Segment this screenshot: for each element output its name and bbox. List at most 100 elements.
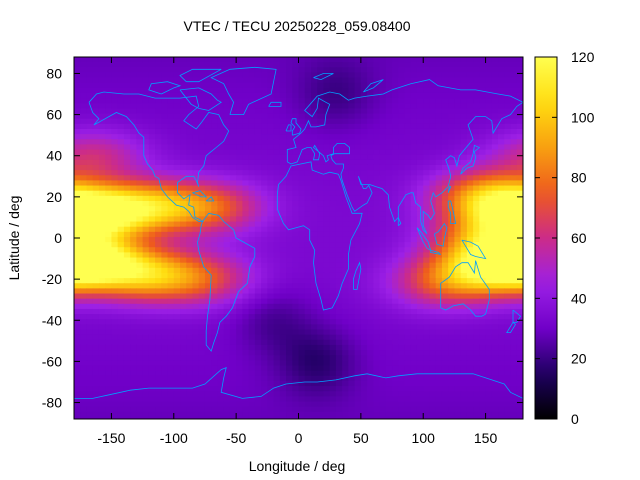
- heatmap-cell: [466, 82, 474, 89]
- heatmap-cell: [404, 391, 412, 397]
- heatmap-cell: [466, 67, 474, 74]
- heatmap-cell: [454, 67, 462, 74]
- heatmap-cell: [435, 149, 443, 156]
- heatmap-cell: [105, 288, 113, 295]
- heatmap-cell: [435, 288, 443, 295]
- heatmap-cell: [360, 195, 368, 202]
- heatmap-cell: [485, 180, 493, 187]
- heatmap-cell: [98, 396, 106, 403]
- heatmap-cell: [261, 283, 268, 289]
- heatmap-cell: [186, 344, 194, 351]
- heatmap-cell: [173, 221, 181, 228]
- heatmap-cell: [404, 370, 412, 377]
- heatmap-cell: [398, 375, 406, 382]
- heatmap-cell: [310, 62, 318, 68]
- heatmap-cell: [310, 406, 318, 413]
- heatmap-cell: [198, 72, 206, 79]
- heatmap-cell: [317, 67, 325, 74]
- heatmap-cell: [398, 62, 406, 68]
- heatmap-cell: [479, 236, 487, 243]
- heatmap-cell: [130, 67, 137, 74]
- heatmap-cell: [242, 242, 250, 248]
- heatmap-cell: [186, 216, 194, 223]
- heatmap-cell: [286, 334, 293, 341]
- heatmap-cell: [236, 375, 243, 382]
- heatmap-cell: [342, 380, 349, 387]
- heatmap-cell: [429, 170, 437, 176]
- heatmap-cell: [254, 211, 262, 217]
- heatmap-cell: [261, 257, 268, 264]
- heatmap-cell: [211, 72, 219, 79]
- heatmap-cell: [236, 386, 243, 392]
- heatmap-cell: [279, 134, 287, 140]
- heatmap-cell: [223, 339, 231, 346]
- heatmap-cell: [286, 314, 293, 320]
- heatmap-cell: [385, 103, 393, 110]
- heatmap-cell: [86, 195, 94, 202]
- heatmap-cell: [404, 200, 412, 207]
- heatmap-cell: [204, 293, 212, 300]
- heatmap-cell: [516, 396, 523, 403]
- heatmap-cell: [273, 247, 281, 253]
- heatmap-cell: [192, 242, 200, 248]
- heatmap-cell: [292, 103, 300, 110]
- heatmap-cell: [510, 303, 518, 310]
- heatmap-cell: [310, 211, 318, 217]
- heatmap-cell: [80, 334, 88, 341]
- heatmap-cell: [479, 149, 487, 156]
- heatmap-cell: [180, 72, 187, 79]
- heatmap-cell: [385, 108, 393, 115]
- heatmap-cell: [211, 216, 219, 223]
- heatmap-cell: [398, 77, 406, 84]
- heatmap-cell: [236, 406, 243, 413]
- heatmap-cell: [248, 288, 256, 295]
- heatmap-cell: [192, 98, 200, 104]
- chart-title: VTEC / TECU 20250228_059.08400: [183, 18, 410, 34]
- heatmap-cell: [510, 221, 518, 228]
- heatmap-cell: [441, 360, 449, 367]
- heatmap-cell: [248, 139, 256, 146]
- heatmap-cell: [98, 57, 106, 63]
- heatmap-cell: [404, 77, 412, 84]
- heatmap-cell: [441, 87, 449, 94]
- heatmap-cell: [310, 226, 318, 233]
- heatmap-cell: [466, 149, 474, 156]
- heatmap-cell: [435, 375, 443, 382]
- heatmap-cell: [385, 159, 393, 166]
- heatmap-cell: [111, 103, 119, 110]
- heatmap-cell: [367, 118, 374, 125]
- heatmap-cell: [123, 200, 131, 207]
- heatmap-cell: [404, 67, 412, 74]
- heatmap-cell: [130, 92, 137, 99]
- heatmap-cell: [204, 170, 212, 176]
- heatmap-cell: [148, 154, 156, 161]
- heatmap-cell: [342, 319, 349, 325]
- heatmap-cell: [473, 375, 480, 382]
- heatmap-cell: [310, 319, 318, 325]
- heatmap-cell: [192, 334, 200, 341]
- heatmap-cell: [111, 200, 119, 207]
- heatmap-cell: [342, 350, 349, 356]
- heatmap-cell: [229, 144, 237, 151]
- heatmap-cell: [498, 103, 505, 110]
- heatmap-cell: [80, 211, 88, 217]
- heatmap-cell: [254, 206, 262, 212]
- heatmap-cell: [204, 288, 212, 295]
- heatmap-cell: [491, 211, 499, 217]
- heatmap-cell: [335, 247, 343, 253]
- heatmap-cell: [404, 324, 412, 331]
- heatmap-cell: [323, 278, 331, 284]
- heatmap-cell: [510, 67, 518, 74]
- heatmap-cell: [310, 257, 318, 264]
- heatmap-cell: [155, 339, 162, 346]
- heatmap-cell: [130, 206, 137, 212]
- heatmap-cell: [229, 103, 237, 110]
- heatmap-cell: [404, 195, 412, 202]
- heatmap-cell: [248, 308, 256, 315]
- heatmap-cell: [142, 175, 150, 182]
- heatmap-cell: [516, 57, 523, 63]
- heatmap-cell: [323, 262, 331, 269]
- heatmap-cell: [204, 319, 212, 325]
- heatmap-cell: [136, 406, 144, 413]
- heatmap-cell: [360, 134, 368, 140]
